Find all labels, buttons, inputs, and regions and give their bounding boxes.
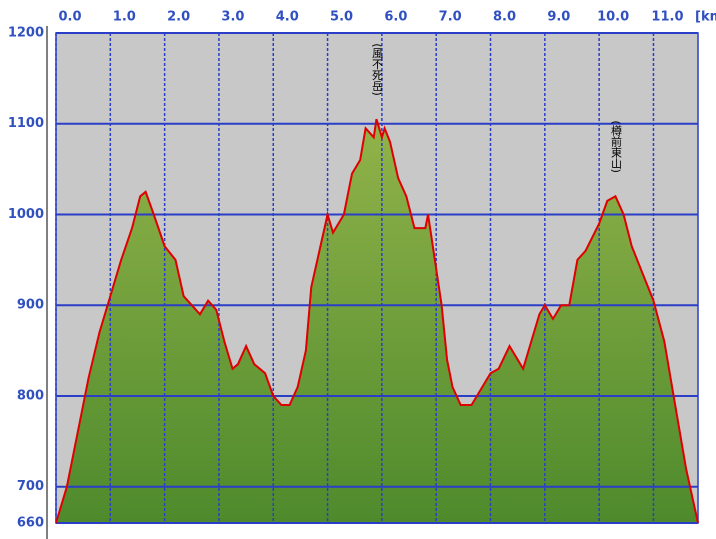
x-tick-label: 0.0: [58, 10, 81, 25]
x-axis-label: [km]: [695, 10, 716, 25]
x-tick-label: 6.0: [384, 10, 407, 25]
x-tick-label: 9.0: [547, 10, 570, 25]
peak-annotation: (風不死岳): [370, 43, 383, 96]
elevation-line: [55, 118, 699, 524]
y-tick-label: 700: [17, 479, 44, 494]
x-tick-label: 11.0: [651, 10, 683, 25]
y-tick-label: 800: [17, 388, 44, 403]
y-tick-label: 1000: [8, 207, 44, 222]
y-tick-label: 660: [17, 516, 44, 531]
plot-border: [55, 32, 699, 524]
x-tick-label: 3.0: [221, 10, 244, 25]
y-tick-label: 1200: [8, 26, 44, 41]
x-tick-label: 7.0: [439, 10, 462, 25]
x-tick-label: 2.0: [167, 10, 190, 25]
y-tick-label: 1100: [8, 116, 44, 131]
y-tick-label: 900: [17, 298, 44, 313]
x-tick-label: 5.0: [330, 10, 353, 25]
x-tick-label: 1.0: [113, 10, 136, 25]
peak-annotation: (樽前東山): [609, 120, 622, 173]
area-fill: [56, 119, 698, 523]
x-tick-label: 10.0: [597, 10, 629, 25]
x-tick-label: 8.0: [493, 10, 516, 25]
x-tick-label: 4.0: [276, 10, 299, 25]
